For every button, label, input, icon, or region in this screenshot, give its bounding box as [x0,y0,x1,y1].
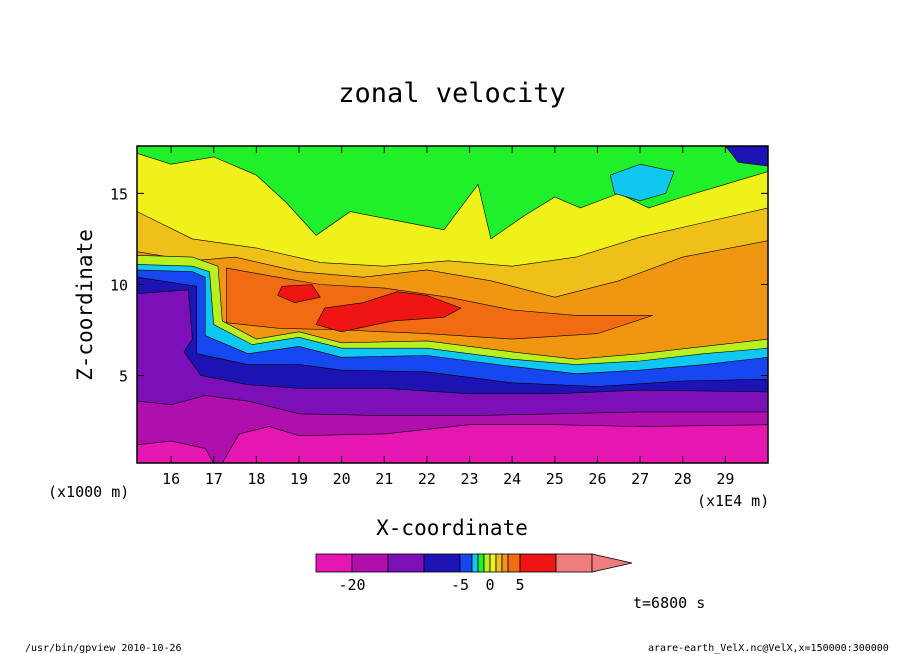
footer-left: /usr/bin/gpview 2010-10-26 [25,643,182,654]
colorbar-segment [471,553,479,573]
colorbar-segment [501,553,509,573]
region-surface-core [221,424,768,463]
x-tick-label: 22 [418,470,436,488]
x-unit-label: (x1E4 m) [697,492,769,510]
y-tick-label: 10 [110,276,128,294]
colorbar-extend-arrow [591,553,633,573]
y-axis-ticks: 5 10 15 [110,185,768,386]
colorbar-segment [489,553,497,573]
y-tick-label: 5 [119,368,128,386]
y-unit-label: (x1000 m) [48,483,129,501]
colorbar-segment [423,553,461,573]
colorbar-segment [507,553,521,573]
colorbar-segment [555,553,593,573]
y-tick-label: 15 [110,185,128,203]
colorbar-label: 0 [485,576,494,594]
region-surface-core-left [137,440,215,463]
colorbar-label: -5 [451,576,469,594]
x-tick-label: 24 [503,470,521,488]
y-axis-label: Z-coordinate [73,229,97,381]
x-tick-label: 25 [546,470,564,488]
x-axis-label: X-coordinate [376,516,528,540]
region-jet-max-1 [277,284,321,304]
colorbar-segment [315,553,353,573]
colorbar-segment [477,553,485,573]
colorbar-labels: -20 -5 0 5 [338,576,524,594]
x-tick-label: 23 [461,470,479,488]
x-axis-ticks: 16 17 18 19 20 21 22 23 24 25 26 27 28 29 [162,146,734,488]
colorbar-segment [459,553,473,573]
x-tick-label: 18 [247,470,265,488]
chart-title: zonal velocity [338,78,566,109]
x-tick-label: 20 [333,470,351,488]
colorbar [315,553,633,573]
contour-field [137,146,768,463]
time-label: t=6800 s [633,594,705,612]
x-tick-label: 17 [205,470,223,488]
colorbar-segment [387,553,425,573]
region-jet-max-2 [315,291,462,333]
footer-right: arare-earth_VelX.nc@VelX,x=150000:300000 [648,643,889,654]
region-cyan-patch [609,163,675,202]
x-tick-label: 28 [674,470,692,488]
colorbar-segment [351,553,389,573]
plot-frame [136,145,769,464]
x-tick-label: 16 [162,470,180,488]
x-tick-label: 26 [588,470,606,488]
colorbar-segment [483,553,491,573]
colorbar-label: 5 [515,576,524,594]
x-tick-label: 29 [716,470,734,488]
colorbar-segment [519,553,557,573]
x-tick-label: 21 [375,470,393,488]
colorbar-label: -20 [338,576,365,594]
x-tick-label: 19 [290,470,308,488]
x-tick-label: 27 [631,470,649,488]
colorbar-segment [495,553,503,573]
region-top-layer [137,146,768,240]
region-corner [725,146,768,167]
